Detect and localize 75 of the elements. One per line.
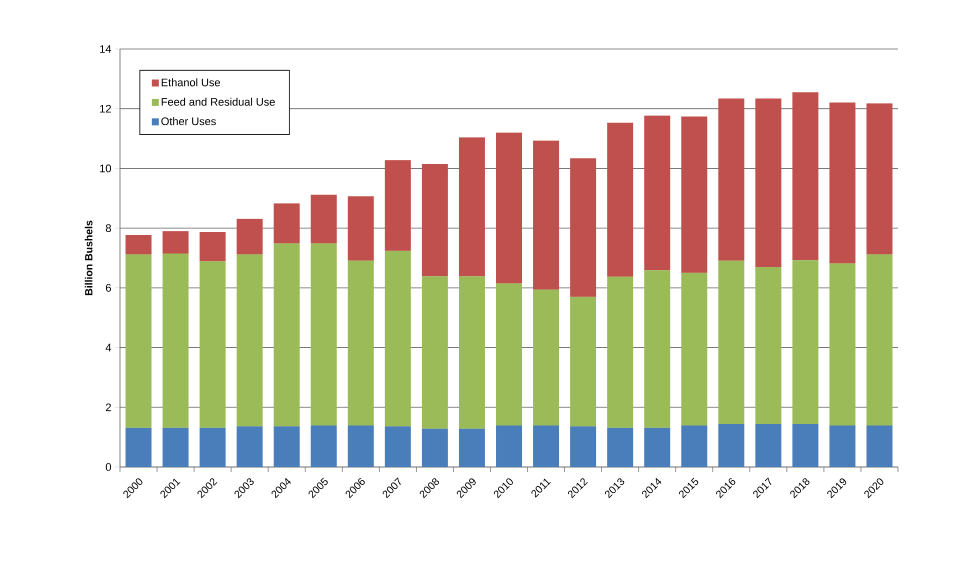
bar <box>496 425 522 467</box>
bar <box>384 250 411 426</box>
bar <box>792 92 818 260</box>
bar <box>274 203 300 244</box>
bar <box>866 425 892 467</box>
bar <box>644 270 670 428</box>
bar <box>236 254 263 426</box>
bar <box>200 232 226 262</box>
bar <box>755 424 782 467</box>
bar <box>162 428 189 467</box>
legend-label: Feed and Residual Use <box>162 98 275 106</box>
bar <box>348 425 374 467</box>
bar <box>792 424 818 467</box>
bar <box>274 426 300 467</box>
bar <box>681 425 708 467</box>
bar <box>126 428 152 467</box>
y-tick-label: 6 <box>106 284 111 292</box>
legend-label: Other Uses <box>161 117 216 126</box>
bar <box>496 283 522 426</box>
bar <box>755 98 782 267</box>
bar <box>866 254 892 426</box>
bar <box>533 290 560 426</box>
bar <box>718 260 744 424</box>
bar <box>458 137 485 276</box>
bar <box>422 276 448 429</box>
y-tick-label: 14 <box>100 45 112 53</box>
bar <box>792 260 818 424</box>
bar <box>126 235 152 254</box>
bar <box>718 98 744 261</box>
bar <box>570 426 596 467</box>
bar <box>829 102 856 264</box>
bar <box>422 428 448 467</box>
bar <box>200 428 226 467</box>
bar <box>162 231 189 254</box>
bar <box>570 158 596 297</box>
bar <box>570 296 596 426</box>
bar <box>126 254 152 428</box>
y-tick-label: 4 <box>106 344 112 352</box>
y-tick-label: 0 <box>106 463 112 471</box>
bar <box>458 428 485 467</box>
bar <box>866 103 892 254</box>
bar <box>644 428 670 467</box>
bar <box>422 164 448 276</box>
bar <box>162 254 189 428</box>
y-tick-label: 8 <box>106 224 111 232</box>
bar <box>829 263 856 426</box>
bar <box>310 194 337 244</box>
bar <box>681 116 708 273</box>
bar <box>755 266 782 424</box>
bar <box>310 243 337 426</box>
bar <box>310 425 337 467</box>
bar <box>607 276 634 428</box>
bar <box>533 425 560 467</box>
bar <box>236 426 263 467</box>
bar <box>384 160 411 251</box>
bar <box>829 425 856 467</box>
y-tick-label: 10 <box>100 164 112 172</box>
bar <box>384 426 411 467</box>
y-axis-title: Billion Bushels <box>84 220 92 296</box>
bar <box>200 261 226 428</box>
bar <box>348 260 374 426</box>
bar <box>496 132 522 284</box>
bar <box>607 428 634 467</box>
bar <box>681 272 708 426</box>
bar <box>533 140 560 290</box>
bar <box>644 116 670 270</box>
bar <box>274 243 300 426</box>
bar <box>236 218 263 254</box>
bar <box>607 122 634 277</box>
bar <box>348 196 374 261</box>
y-tick-label: 2 <box>106 403 111 412</box>
y-tick-label: 12 <box>100 104 111 113</box>
legend-label: Ethanol Use <box>162 78 220 86</box>
bar <box>718 424 744 467</box>
bar <box>458 276 485 429</box>
